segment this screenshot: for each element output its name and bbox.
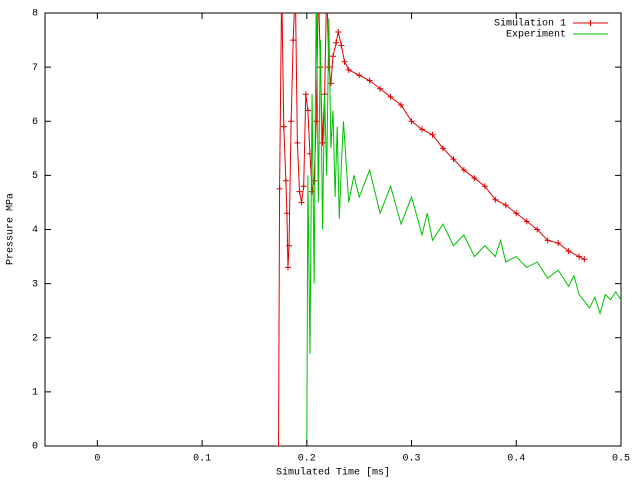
point-marker bbox=[304, 107, 311, 114]
y-tick-label: 0 bbox=[32, 442, 38, 453]
point-marker bbox=[366, 77, 373, 84]
legend-label: Experiment bbox=[506, 29, 566, 41]
series-line bbox=[306, 13, 621, 446]
y-axis-label: Pressure MPa bbox=[6, 193, 17, 265]
point-marker bbox=[398, 102, 405, 109]
point-marker bbox=[284, 264, 291, 271]
plot-area bbox=[275, 13, 621, 446]
point-marker bbox=[544, 237, 551, 244]
point-marker bbox=[296, 188, 303, 195]
point-marker bbox=[313, 118, 320, 125]
legend-label: Simulation 1 bbox=[494, 18, 566, 30]
point-marker bbox=[513, 210, 520, 217]
point-marker bbox=[387, 93, 394, 100]
point-marker bbox=[439, 145, 446, 152]
point-marker bbox=[330, 53, 336, 60]
point-marker bbox=[341, 58, 348, 65]
y-tick-label: 6 bbox=[32, 117, 38, 128]
point-marker bbox=[276, 185, 283, 192]
y-tick-label: 3 bbox=[32, 279, 38, 290]
point-marker bbox=[338, 42, 345, 49]
x-tick-label: 0.4 bbox=[507, 454, 525, 465]
point-marker bbox=[534, 226, 541, 233]
point-marker bbox=[288, 118, 295, 125]
point-marker bbox=[492, 196, 499, 203]
point-marker bbox=[333, 39, 340, 46]
point-marker bbox=[419, 126, 426, 133]
point-marker bbox=[377, 85, 384, 92]
point-marker bbox=[283, 210, 290, 217]
point-marker bbox=[290, 37, 297, 44]
legend-marker bbox=[587, 20, 594, 26]
point-marker bbox=[309, 188, 316, 195]
x-tick-label: 0 bbox=[94, 454, 100, 465]
point-marker bbox=[311, 177, 318, 184]
y-tick-label: 4 bbox=[32, 225, 38, 236]
point-marker bbox=[555, 240, 562, 247]
point-marker bbox=[408, 118, 415, 125]
point-marker bbox=[502, 202, 509, 209]
point-marker bbox=[280, 123, 287, 130]
point-marker bbox=[335, 28, 342, 35]
point-marker bbox=[429, 131, 436, 138]
x-tick-label: 0.5 bbox=[612, 454, 630, 465]
y-tick-label: 7 bbox=[32, 63, 38, 74]
point-marker bbox=[481, 183, 488, 190]
point-marker bbox=[345, 66, 352, 73]
point-marker bbox=[302, 91, 309, 98]
x-tick-label: 0.1 bbox=[193, 454, 211, 465]
point-marker bbox=[298, 199, 305, 206]
point-marker bbox=[581, 256, 588, 263]
x-tick-label: 0.2 bbox=[298, 454, 316, 465]
series-line bbox=[278, 13, 585, 446]
point-marker bbox=[565, 248, 572, 255]
point-marker bbox=[356, 72, 363, 79]
point-marker bbox=[523, 218, 530, 225]
point-marker bbox=[471, 175, 478, 182]
point-marker bbox=[325, 64, 332, 71]
point-marker bbox=[460, 166, 467, 173]
point-marker bbox=[275, 443, 282, 446]
point-marker bbox=[576, 253, 583, 260]
y-tick-label: 1 bbox=[32, 388, 38, 399]
y-tick-label: 2 bbox=[32, 333, 38, 344]
y-tick-label: 5 bbox=[32, 171, 38, 182]
point-marker bbox=[294, 139, 301, 146]
point-marker bbox=[300, 183, 307, 190]
point-marker bbox=[319, 139, 326, 146]
point-marker bbox=[286, 242, 293, 249]
point-marker bbox=[450, 156, 457, 163]
x-tick-label: 0.3 bbox=[403, 454, 421, 465]
point-marker bbox=[327, 80, 334, 87]
x-axis-label: Simulated Time [ms] bbox=[276, 467, 390, 479]
point-marker bbox=[282, 177, 289, 184]
y-tick-label: 8 bbox=[32, 9, 38, 20]
